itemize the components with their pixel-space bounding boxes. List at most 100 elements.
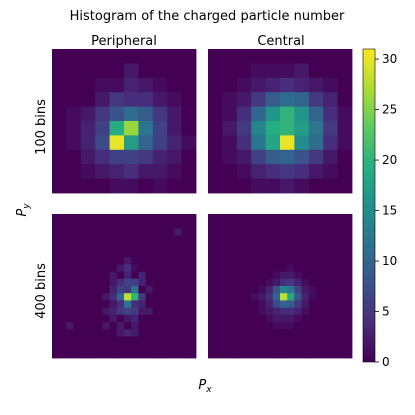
- heatmap-cell: [251, 63, 266, 79]
- heatmap-cell: [116, 336, 125, 344]
- heatmap-cell: [52, 343, 60, 352]
- heatmap-cell: [188, 286, 197, 294]
- heatmap-cell: [174, 336, 182, 344]
- heatmap-cell: [109, 278, 118, 287]
- heatmap-cell: [265, 343, 274, 352]
- heatmap-cell: [236, 250, 245, 258]
- heatmap-cell: [229, 271, 238, 280]
- heatmap-cell: [229, 221, 238, 229]
- heatmap-cell: [116, 257, 125, 265]
- heatmap-cell: [280, 242, 288, 251]
- heatmap-cell: [229, 343, 238, 352]
- heatmap-cell: [102, 228, 110, 236]
- heatmap-cell: [145, 250, 154, 258]
- heatmap-cell: [131, 221, 139, 229]
- heatmap-cell: [323, 164, 338, 179]
- heatmap-cell: [95, 92, 110, 107]
- heatmap-cell: [66, 307, 74, 316]
- heatmap-cell: [308, 278, 317, 287]
- heatmap-cell: [316, 257, 324, 265]
- heatmap-cell: [337, 257, 346, 265]
- heatmap-cell: [294, 106, 310, 122]
- heatmap-cell: [280, 228, 288, 236]
- heatmap-cell: [222, 350, 230, 359]
- heatmap-cell: [215, 264, 223, 272]
- heatmap-cell: [258, 314, 266, 323]
- heatmap-cell: [251, 286, 259, 294]
- heatmap-cell: [124, 242, 132, 251]
- heatmap-cell: [229, 242, 238, 251]
- heatmap-cell: [251, 228, 259, 236]
- heatmap-cell: [316, 350, 324, 359]
- heatmap-cell: [287, 307, 295, 316]
- heatmap-cell: [160, 278, 168, 287]
- heatmap-cell: [167, 242, 175, 251]
- heatmap-cell: [73, 221, 82, 229]
- heatmap-cell: [95, 214, 103, 222]
- heatmap-cell: [167, 92, 182, 107]
- heatmap-cell: [66, 343, 74, 352]
- heatmap-cell: [59, 336, 67, 344]
- heatmap-cell: [95, 271, 103, 280]
- heatmap-cell: [152, 77, 168, 93]
- heatmap-cell: [208, 221, 216, 229]
- heatmap-cell: [160, 336, 168, 344]
- heatmap-cell: [280, 106, 295, 122]
- heatmap-cell: [116, 307, 125, 316]
- heatmap-cell: [95, 307, 103, 316]
- heatmap-cell: [160, 286, 168, 294]
- heatmap-cell: [59, 322, 67, 330]
- heatmap-cell: [174, 329, 182, 337]
- heatmap-cell: [258, 350, 266, 359]
- heatmap-cell: [138, 307, 146, 316]
- heatmap-cell: [109, 242, 118, 251]
- heatmap-cell: [244, 343, 252, 352]
- heatmap-cell: [308, 178, 324, 194]
- heatmap-cell: [344, 228, 353, 236]
- heatmap-cell: [280, 286, 288, 294]
- heatmap-cell: [251, 329, 259, 337]
- heatmap-cell: [215, 300, 223, 308]
- heatmap-cell: [66, 77, 82, 93]
- heatmap-cell: [88, 322, 96, 330]
- heatmap-cell: [265, 149, 281, 165]
- heatmap-cell: [287, 350, 295, 359]
- heatmap-cell: [294, 257, 302, 265]
- heatmap-cell: [52, 242, 60, 251]
- heatmap-cell: [188, 314, 197, 323]
- heatmap-cell: [73, 278, 82, 287]
- heatmap-cell: [102, 250, 110, 258]
- heatmap-cell: [95, 278, 103, 287]
- heatmap-cell: [330, 250, 338, 258]
- heatmap-cell: [236, 314, 245, 323]
- heatmap-cell: [294, 343, 302, 352]
- heatmap-cell: [145, 221, 154, 229]
- heatmap-cell: [59, 235, 67, 244]
- heatmap-cell: [160, 350, 168, 359]
- heatmap-cell: [208, 164, 223, 179]
- heatmap-cell: [109, 135, 125, 151]
- heatmap-cell: [181, 77, 197, 93]
- heatmap-cell: [244, 257, 252, 265]
- heatmap-cell: [236, 149, 252, 165]
- heatmap-cell: [188, 307, 197, 316]
- heatmap-cell: [236, 300, 245, 308]
- heatmap-cell: [251, 300, 259, 308]
- heatmap-cell: [287, 264, 295, 272]
- heatmap-cell: [337, 178, 353, 194]
- heatmap-cell: [280, 221, 288, 229]
- heatmap-cell: [344, 336, 353, 344]
- heatmap-cell: [294, 300, 302, 308]
- heatmap-cell: [308, 329, 317, 337]
- heatmap-cell: [208, 336, 216, 344]
- heatmap-cell: [316, 336, 324, 344]
- heatmap-cell: [330, 271, 338, 280]
- heatmap-cell: [308, 314, 317, 323]
- heatmap-cell: [109, 221, 118, 229]
- heatmap-cell: [181, 242, 190, 251]
- heatmap-cell: [280, 271, 288, 280]
- heatmap-cell: [131, 235, 139, 244]
- heatmap-cell: [145, 336, 154, 344]
- heatmap-cell: [152, 214, 161, 222]
- heatmap-cell: [124, 77, 139, 93]
